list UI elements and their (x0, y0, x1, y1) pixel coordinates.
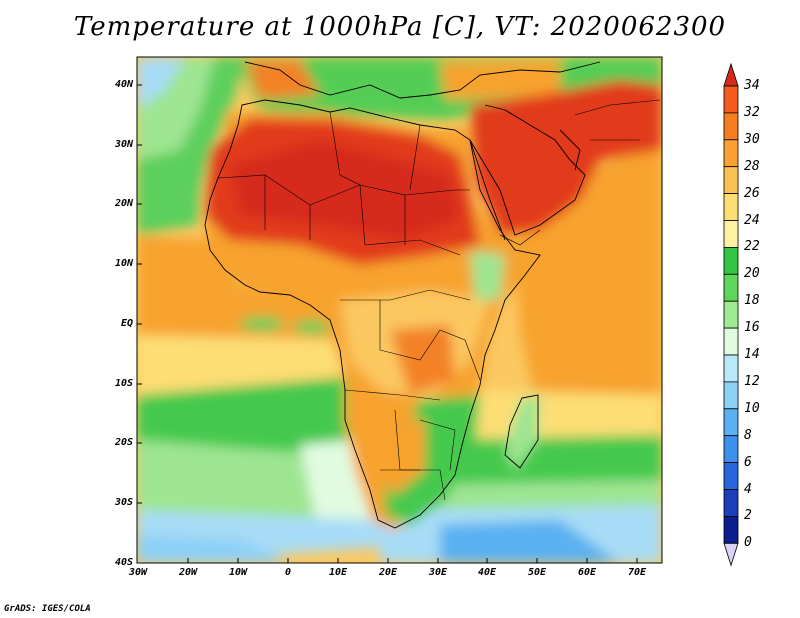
colorbar-swatch (723, 220, 739, 248)
country-borders (217, 99, 661, 501)
lon-label: 20E (378, 567, 398, 578)
colorbar-swatch (723, 85, 739, 114)
colorbar-label: 22 (744, 239, 760, 255)
lon-label: 30W (128, 567, 148, 578)
lat-label: 40N (114, 79, 133, 90)
temperature-field (137, 57, 662, 563)
colorbar-swatch (723, 489, 739, 517)
lon-label: 0 (284, 567, 292, 578)
lon-label: 50E (527, 567, 547, 578)
lon-label: 30E (428, 567, 448, 578)
colorbar-label: 4 (744, 481, 752, 497)
colorbar-swatch (723, 435, 739, 464)
colorbar-swatch (723, 139, 739, 168)
colorbar-swatch (723, 300, 739, 329)
lat-label: 40S (114, 557, 133, 568)
lon-label: 40E (477, 567, 497, 578)
colorbar-swatch (723, 273, 739, 302)
colorbar (723, 62, 739, 567)
map-frame (136, 56, 663, 564)
colorbar-label: 16 (744, 320, 760, 336)
coastlines (204, 61, 601, 529)
colorbar-swatch (723, 381, 739, 410)
lon-label: 20W (178, 567, 198, 578)
colorbar-label: 8 (744, 427, 752, 443)
lat-label: 10N (114, 258, 133, 269)
colorbar-label: 28 (744, 158, 760, 174)
credit-text: GrADS: IGES/COLA (4, 604, 91, 614)
colorbar-swatch (723, 354, 739, 383)
colorbar-label: 12 (744, 373, 760, 389)
axis-ticks (137, 84, 638, 563)
colorbar-label: 32 (744, 104, 760, 120)
colorbar-top-triangle (723, 62, 739, 87)
colorbar-label: 10 (744, 400, 760, 416)
colorbar-swatch (723, 462, 739, 490)
colorbar-label: 0 (744, 535, 752, 551)
colorbar-swatch (723, 516, 739, 544)
lat-label: 10S (114, 378, 133, 389)
lon-label: 10W (228, 567, 248, 578)
lat-label: 30N (114, 139, 133, 150)
colorbar-swatch (723, 246, 739, 275)
lat-label: EQ (120, 318, 133, 329)
lat-label: 20N (114, 198, 133, 209)
lat-label: 20S (114, 437, 133, 448)
colorbar-label: 6 (744, 454, 752, 470)
colorbar-swatch (723, 193, 739, 221)
colorbar-label: 18 (744, 293, 760, 309)
lat-label: 30S (114, 497, 133, 508)
colorbar-swatch (723, 112, 739, 141)
colorbar-swatch (723, 408, 739, 437)
colorbar-swatch (723, 327, 739, 356)
colorbar-label: 24 (744, 212, 760, 228)
lon-label: 70E (627, 567, 647, 578)
colorbar-label: 26 (744, 185, 760, 201)
colorbar-bottom-triangle (723, 542, 739, 567)
colorbar-swatch (723, 166, 739, 194)
colorbar-label: 34 (744, 78, 760, 93)
lon-label: 10E (328, 567, 348, 578)
lon-label: 60E (577, 567, 597, 578)
colorbar-label: 30 (744, 131, 760, 147)
map-title: Temperature at 1000hPa [C], VT: 20200623… (73, 12, 727, 42)
colorbar-label: 20 (744, 266, 760, 282)
colorbar-label: 2 (744, 508, 752, 524)
colorbar-label: 14 (744, 347, 760, 362)
